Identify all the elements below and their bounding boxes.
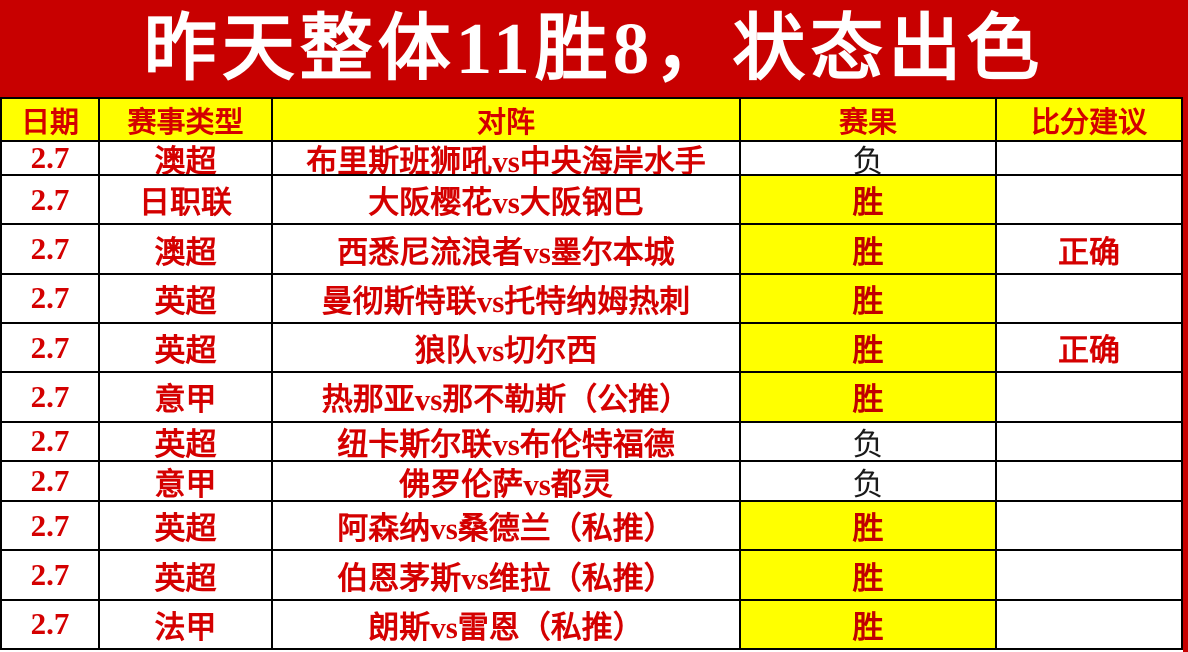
result-cell: 负: [741, 422, 997, 461]
result-cell: 胜: [741, 600, 997, 649]
advice-cell: [997, 423, 1181, 461]
result-cell: 胜: [741, 502, 997, 550]
table-row: 2.7 澳超 布里斯班狮吼vs中央海岸水手 负: [2, 142, 1181, 177]
league-cell: 澳超: [100, 142, 273, 175]
match-cell: 布里斯班狮吼vs中央海岸水手: [273, 142, 741, 175]
match-cell: 佛罗伦萨vs都灵: [273, 462, 741, 501]
advice-cell: [997, 462, 1181, 500]
match-cell: 大阪樱花vs大阪钢巴: [273, 176, 741, 224]
table-body: 2.7 澳超 布里斯班狮吼vs中央海岸水手 负 2.7 日职联 大阪樱花vs大阪…: [2, 142, 1181, 649]
advice-cell: [997, 142, 1181, 174]
table-row: 2.7 日职联 大阪樱花vs大阪钢巴 胜: [2, 176, 1181, 226]
header-cell-date: 日期: [2, 99, 100, 140]
result-cell: 胜: [741, 225, 997, 273]
league-cell: 法甲: [100, 600, 273, 649]
result-cell: 胜: [741, 373, 997, 421]
advice-cell: [997, 601, 1181, 648]
advice-cell: 正确: [1058, 234, 1120, 270]
table-row: 2.7 法甲 朗斯vs雷恩（私推） 胜: [2, 600, 1181, 649]
advice-cell: [997, 502, 1181, 549]
date-cell: 2.7: [2, 274, 100, 322]
advice-cell: 正确: [1058, 333, 1120, 369]
match-cell: 伯恩茅斯vs维拉（私推）: [273, 551, 741, 599]
league-cell: 澳超: [100, 225, 273, 273]
league-cell: 日职联: [100, 176, 273, 224]
table-row: 2.7 意甲 热那亚vs那不勒斯（公推） 胜: [2, 373, 1181, 423]
table-row: 2.7 英超 伯恩茅斯vs维拉（私推） 胜: [2, 551, 1181, 601]
match-cell: 纽卡斯尔联vs布伦特福德: [273, 422, 741, 461]
header-cell-match: 对阵: [273, 99, 741, 140]
date-cell: 2.7: [2, 142, 100, 175]
table-row: 2.7 澳超 西悉尼流浪者vs墨尔本城 胜 正确: [2, 225, 1181, 275]
date-cell: 2.7: [2, 373, 100, 421]
page-title: 昨天整体11胜8，状态出色: [143, 8, 1045, 89]
match-cell: 热那亚vs那不勒斯（公推）: [273, 373, 741, 421]
bottom-strip: [0, 650, 1183, 652]
header-cell-advice: 比分建议: [1030, 106, 1147, 139]
result-cell: 负: [741, 462, 997, 501]
result-cell: 胜: [741, 274, 997, 322]
league-cell: 英超: [100, 323, 273, 372]
date-cell: 2.7: [2, 502, 100, 550]
date-cell: 2.7: [2, 422, 100, 461]
date-cell: 2.7: [2, 225, 100, 273]
header-cell-league: 赛事类型: [100, 99, 273, 140]
results-table: 日期 赛事类型 对阵 赛果 比分建议 2.7 澳超 布里斯班狮吼vs中央海岸水手…: [0, 97, 1183, 650]
league-cell: 英超: [100, 502, 273, 550]
title-banner: 昨天整体11胜8，状态出色: [0, 0, 1188, 97]
date-cell: 2.7: [2, 551, 100, 599]
match-cell: 朗斯vs雷恩（私推）: [273, 600, 741, 649]
result-cell: 胜: [741, 551, 997, 599]
date-cell: 2.7: [2, 176, 100, 224]
date-cell: 2.7: [2, 462, 100, 501]
advice-cell: [997, 275, 1181, 322]
table-row: 2.7 英超 狼队vs切尔西 胜 正确: [2, 323, 1181, 374]
header-row: 日期 赛事类型 对阵 赛果 比分建议: [2, 99, 1181, 142]
league-cell: 意甲: [100, 373, 273, 421]
match-cell: 西悉尼流浪者vs墨尔本城: [273, 225, 741, 273]
league-cell: 英超: [100, 274, 273, 322]
table-row: 2.7 英超 曼彻斯特联vs托特纳姆热刺 胜: [2, 274, 1181, 324]
date-cell: 2.7: [2, 600, 100, 649]
league-cell: 英超: [100, 551, 273, 599]
result-cell: 胜: [741, 323, 997, 372]
advice-cell: [997, 551, 1181, 598]
match-cell: 阿森纳vs桑德兰（私推）: [273, 502, 741, 550]
league-cell: 英超: [100, 422, 273, 461]
result-cell: 胜: [741, 176, 997, 224]
league-cell: 意甲: [100, 462, 273, 501]
header-cell-result: 赛果: [741, 99, 997, 140]
table-row: 2.7 意甲 佛罗伦萨vs都灵 负: [2, 462, 1181, 503]
table-row: 2.7 英超 阿森纳vs桑德兰（私推） 胜: [2, 502, 1181, 552]
table-row: 2.7 英超 纽卡斯尔联vs布伦特福德 负: [2, 422, 1181, 463]
advice-cell: [997, 373, 1181, 420]
match-cell: 曼彻斯特联vs托特纳姆热刺: [273, 274, 741, 322]
date-cell: 2.7: [2, 323, 100, 372]
result-cell: 负: [741, 142, 997, 175]
advice-cell: [997, 176, 1181, 223]
match-cell: 狼队vs切尔西: [273, 323, 741, 372]
